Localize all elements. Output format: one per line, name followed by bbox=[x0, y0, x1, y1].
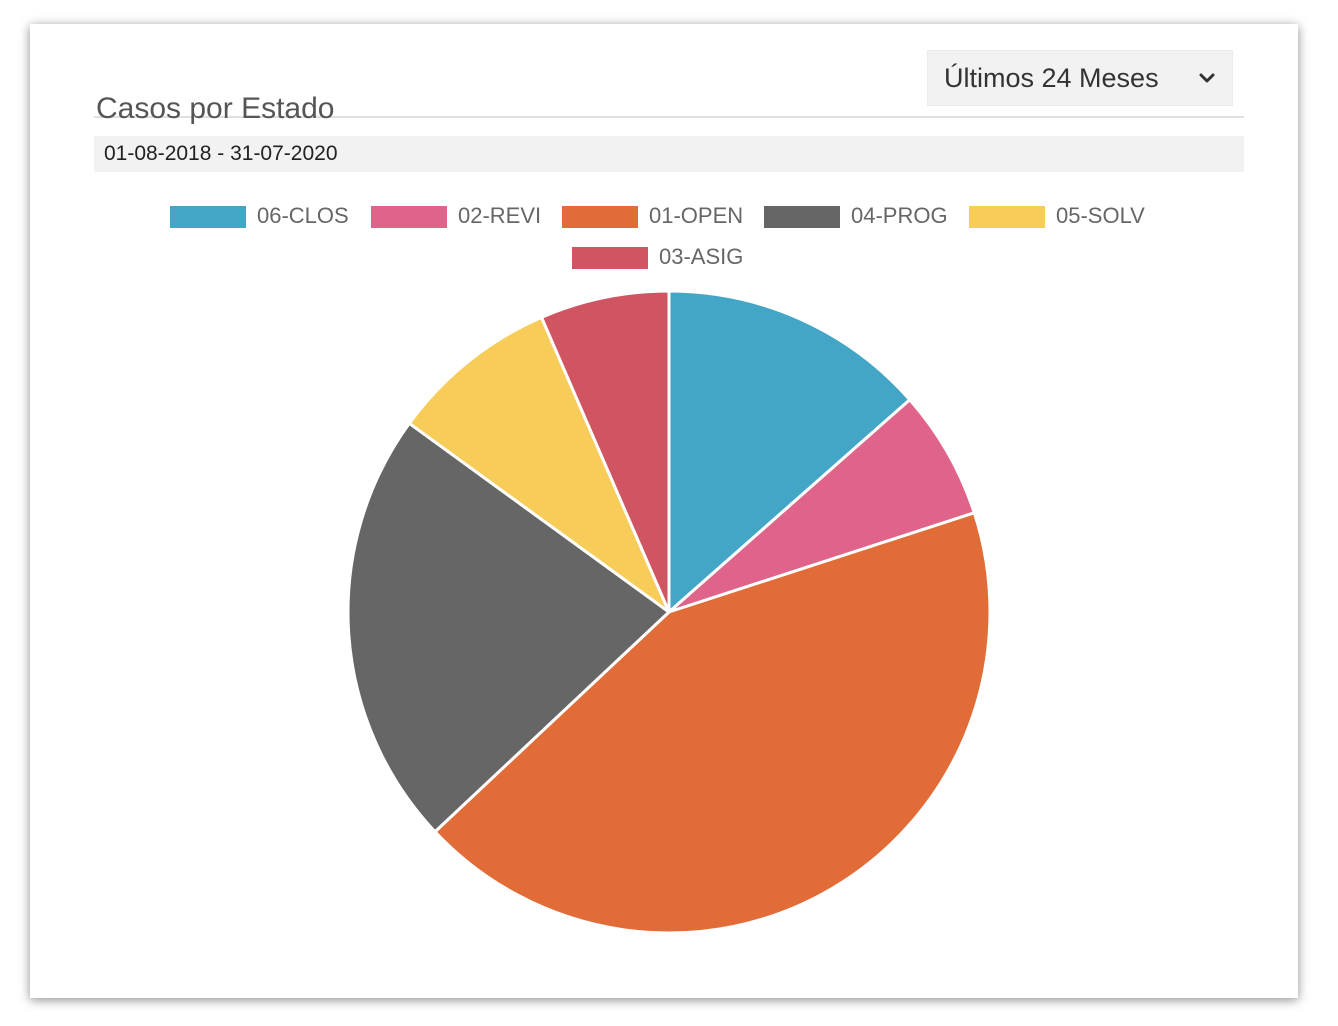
legend-swatch bbox=[371, 206, 447, 228]
pie-slice-05-solv[interactable] bbox=[407, 315, 671, 614]
legend-label: 05-SOLV bbox=[1056, 203, 1145, 228]
pie-slice-02-revi[interactable] bbox=[667, 398, 976, 614]
legend-item-01-open[interactable]: 01-OPEN bbox=[562, 203, 743, 229]
legend-label: 04-PROG bbox=[851, 203, 948, 228]
legend-item-05-solv[interactable]: 05-SOLV bbox=[969, 203, 1145, 229]
legend-label: 02-REVI bbox=[458, 203, 542, 228]
pie-slice-06-clos[interactable] bbox=[667, 289, 912, 614]
date-range-bar: 01-08-2018 - 31-07-2020 bbox=[94, 136, 1244, 172]
legend-item-02-revi[interactable]: 02-REVI bbox=[371, 203, 542, 229]
date-range: 01-08-2018 - 31-07-2020 bbox=[104, 142, 338, 165]
period-select[interactable]: Últimos 24 Meses bbox=[927, 50, 1233, 106]
legend-item-04-prog[interactable]: 04-PROG bbox=[764, 203, 948, 229]
pie-slice-01-open[interactable] bbox=[433, 511, 992, 935]
legend-item-03-asig[interactable]: 03-ASIG bbox=[572, 244, 743, 270]
chart-legend: 06-CLOS 02-REVI 01-OPEN 04-PROG 05-SOLV 03-AS… bbox=[30, 24, 1298, 284]
legend-swatch bbox=[572, 247, 648, 269]
legend-label: 06-CLOS bbox=[257, 203, 349, 228]
pie-chart bbox=[346, 289, 992, 935]
legend-label: 01-OPEN bbox=[649, 203, 744, 228]
legend-swatch bbox=[969, 206, 1045, 228]
chart-title: Casos por Estado bbox=[96, 92, 335, 125]
pie-slice-04-prog[interactable] bbox=[346, 421, 671, 834]
legend-swatch bbox=[170, 206, 246, 228]
period-select-value: Últimos 24 Meses bbox=[944, 63, 1159, 93]
chart-card: Casos por Estado Últimos 24 Meses 01-08-… bbox=[30, 24, 1298, 998]
card-header: Casos por Estado Últimos 24 Meses bbox=[94, 50, 1244, 125]
legend-swatch bbox=[764, 206, 840, 228]
legend-item-06-clos[interactable]: 06-CLOS bbox=[170, 203, 349, 229]
legend-swatch bbox=[562, 206, 638, 228]
pie-slice-03-asig[interactable] bbox=[540, 289, 671, 614]
legend-label: 03-ASIG bbox=[659, 244, 744, 269]
chevron-down-icon bbox=[1199, 73, 1215, 83]
